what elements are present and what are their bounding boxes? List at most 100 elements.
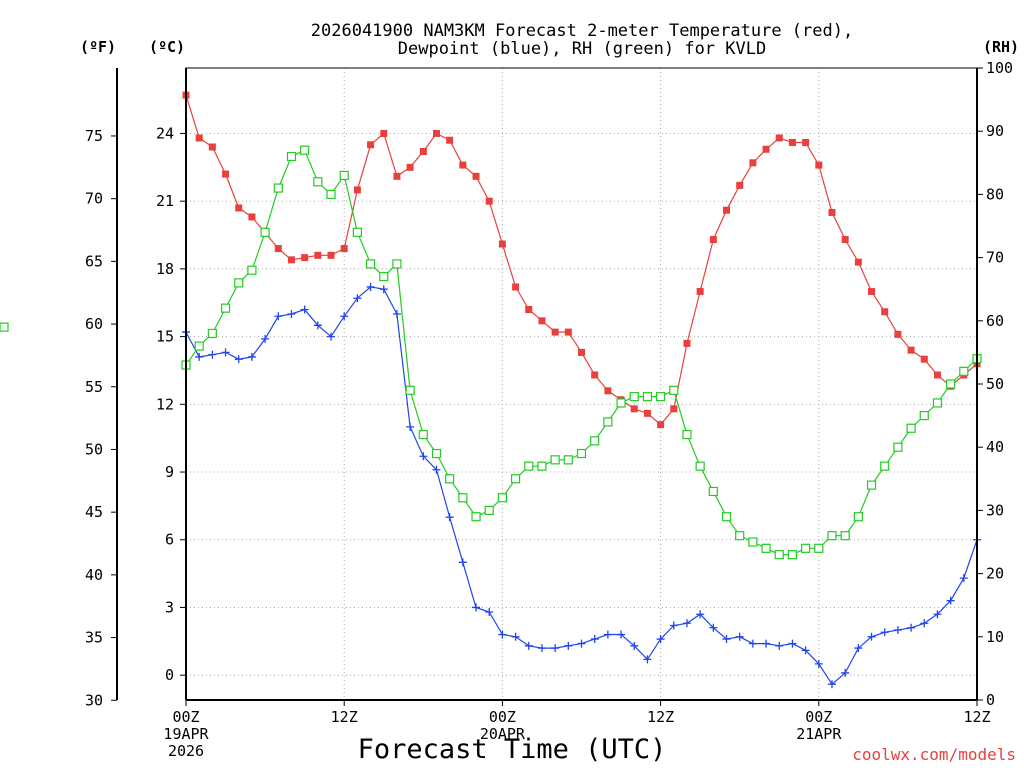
2-meter-temperature-point <box>459 161 467 169</box>
2-meter-temperature-point <box>643 409 651 417</box>
celsius-unit-label: (ºC) <box>149 38 185 56</box>
rh-point <box>484 505 494 515</box>
celsius-tick-label: 12 <box>156 395 174 413</box>
2-meter-temperature-point <box>736 181 744 189</box>
rh-point <box>959 366 969 376</box>
dewpoint-point <box>841 668 850 677</box>
rh-point <box>603 417 613 427</box>
2-meter-temperature-point <box>485 197 493 205</box>
dewpoint-point <box>801 646 810 655</box>
2-meter-temperature-point <box>432 129 440 137</box>
dewpoint-point <box>854 644 863 653</box>
rh-tick-label: 20 <box>986 565 1004 583</box>
dewpoint-point <box>722 635 731 644</box>
rh-tick-label: 10 <box>986 628 1004 646</box>
dewpoint-point <box>472 603 481 612</box>
rh-point <box>801 543 811 553</box>
x-tick-label: 12Z <box>647 708 674 726</box>
dewpoint-point <box>327 332 336 341</box>
2-meter-temperature-point <box>683 339 691 347</box>
rh-point <box>748 537 758 547</box>
credit-text: coolwx.com/models <box>852 745 1016 764</box>
dewpoint-point <box>656 635 665 644</box>
celsius-tick-label: 0 <box>165 666 174 684</box>
2-meter-temperature-point <box>815 161 823 169</box>
rh-tick-label: 60 <box>986 312 1004 330</box>
fahrenheit-tick-label: 50 <box>85 440 103 458</box>
2-meter-temperature-point <box>920 355 928 363</box>
2-meter-temperature-point <box>446 136 454 144</box>
2-meter-temperature-point <box>564 328 572 336</box>
rh-point <box>379 271 389 282</box>
rh-tick-label: 70 <box>986 249 1004 267</box>
x-tick-label: 12Z <box>331 708 358 726</box>
rh-point <box>458 493 468 503</box>
rh-point <box>418 429 428 440</box>
rh-tick-label: 40 <box>986 438 1004 456</box>
2-meter-temperature-point <box>907 346 915 354</box>
2-meter-temperature-point <box>696 287 704 295</box>
rh-point <box>352 227 362 237</box>
rh-point <box>682 429 692 440</box>
rh-point <box>655 392 666 402</box>
rh-point <box>365 259 376 269</box>
2-meter-temperature-point <box>749 159 757 167</box>
celsius-tick-label: 24 <box>156 124 174 142</box>
dewpoint-point <box>458 558 467 567</box>
dewpoint-point <box>261 334 270 343</box>
2-meter-temperature-point <box>419 148 427 156</box>
dewpoint-series <box>182 282 981 689</box>
chart-title-line-2: Dewpoint (blue), RH (green) for KVLD <box>398 39 766 59</box>
2-meter-temperature-point <box>472 172 480 180</box>
rh-point <box>946 379 956 389</box>
rh-point <box>273 183 283 193</box>
rh-point <box>721 512 732 522</box>
rh-point <box>708 486 718 497</box>
dewpoint-point <box>590 635 599 644</box>
rh-point <box>814 543 824 553</box>
2-meter-temperature-point <box>841 236 849 244</box>
rh-point <box>629 392 639 402</box>
rh-unit-label: (RH) <box>983 38 1019 56</box>
2-meter-temperature-point <box>340 245 348 253</box>
2-meter-temperature-point <box>367 141 375 149</box>
2-meter-temperature-point <box>578 348 585 356</box>
dewpoint-point <box>630 641 639 650</box>
dewpoint-point <box>762 639 771 648</box>
rh-point <box>695 461 705 471</box>
rh-point <box>313 177 323 187</box>
rh-point <box>510 474 521 484</box>
2-meter-temperature-point <box>709 236 717 244</box>
plot-frame <box>185 67 978 701</box>
dewpoint-point <box>933 610 942 619</box>
grid-layer <box>186 68 977 700</box>
2-meter-temperature-point <box>393 172 401 180</box>
2-meter-temperature-point <box>406 163 414 171</box>
rh-point <box>445 474 455 484</box>
2-meter-temperature-point <box>762 145 770 153</box>
2-meter-temperature-point <box>630 405 638 413</box>
rh-point <box>220 303 231 313</box>
2-meter-temperature-point <box>195 134 203 142</box>
fahrenheit-tick-label: 75 <box>85 127 103 145</box>
2-meter-temperature-point <box>591 371 599 379</box>
2-meter-temperature-series <box>182 91 981 429</box>
rh-point <box>247 265 257 275</box>
2-meter-temperature-point <box>538 317 546 325</box>
rh-point <box>339 170 349 181</box>
rh-point <box>576 448 587 459</box>
x-tick-label: 19APR <box>163 725 209 743</box>
dewpoint-point <box>814 659 823 668</box>
2-meter-temperature-point <box>498 240 506 248</box>
rh-point <box>234 278 244 288</box>
dewpoint-point <box>537 644 546 653</box>
dewpoint-point <box>788 639 797 648</box>
rh-point <box>893 442 903 452</box>
dewpoint-point <box>524 641 533 650</box>
rh-point <box>590 436 600 446</box>
rh-point <box>616 398 626 408</box>
2-meter-temperature-point <box>670 405 678 413</box>
2-meter-temperature-point <box>868 287 876 295</box>
rh-point <box>827 531 837 541</box>
